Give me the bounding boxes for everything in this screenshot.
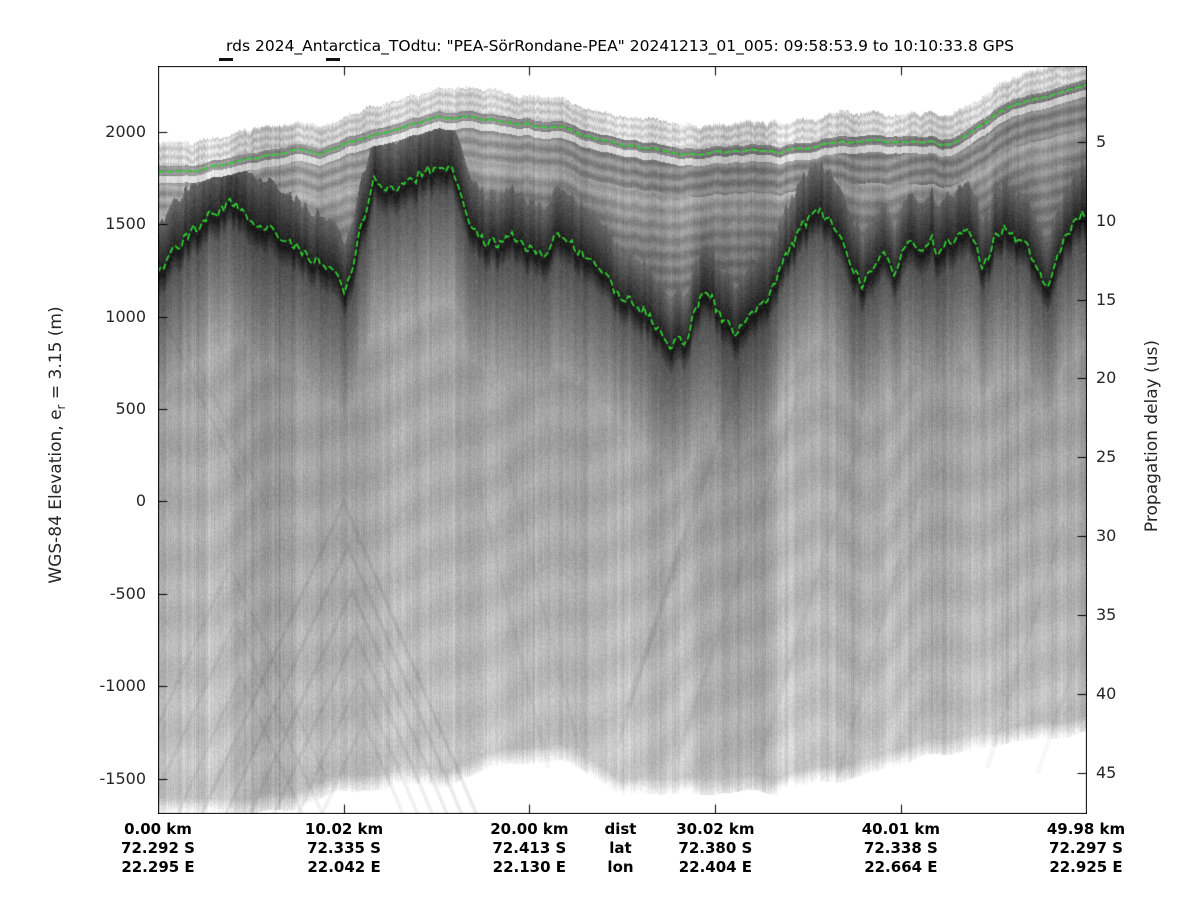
frame-marker xyxy=(219,58,233,61)
delay-tick-label: 40 xyxy=(1096,684,1117,704)
elevation-tick-label: 500 xyxy=(115,399,146,419)
x-axis-dist-label: 10.02 km xyxy=(304,820,384,838)
x-axis-row-header-dist: dist xyxy=(604,820,637,838)
x-axis-lon-label: 22.130 E xyxy=(492,858,567,876)
delay-tick-label: 35 xyxy=(1096,605,1117,625)
x-axis-lat-label: 72.297 S xyxy=(1049,839,1123,857)
elevation-tick-label: 2000 xyxy=(105,121,146,141)
x-axis-dist-label: 0.00 km xyxy=(124,820,192,838)
x-axis-dist-label: 20.00 km xyxy=(490,820,569,838)
x-axis-lon-label: 22.664 E xyxy=(864,858,938,876)
x-axis-lat-label: 72.413 S xyxy=(492,839,567,857)
delay-tick-label: 45 xyxy=(1096,762,1117,782)
x-axis-lat-label: 72.380 S xyxy=(678,839,753,857)
x-axis-row-header-lat: lat xyxy=(609,839,632,857)
delay-tick-label: 20 xyxy=(1096,368,1117,388)
x-axis-lat-label: 72.338 S xyxy=(863,839,938,857)
x-axis-lon-label: 22.042 E xyxy=(307,858,381,876)
x-axis-lon-label: 22.925 E xyxy=(1049,858,1123,876)
delay-tick-label: 5 xyxy=(1096,131,1107,151)
x-axis-row-header-lon: lon xyxy=(607,858,634,876)
elevation-tick-label: -1500 xyxy=(99,768,147,788)
elevation-tick-label: 1500 xyxy=(105,214,146,234)
delay-tick-label: 10 xyxy=(1096,210,1117,230)
x-axis-lon-label: 22.295 E xyxy=(121,858,195,876)
frame-marker xyxy=(326,58,340,61)
x-axis-dist-label: 30.02 km xyxy=(676,820,755,838)
elevation-tick-label: 1000 xyxy=(105,306,146,326)
x-axis-lon-label: 22.404 E xyxy=(678,858,753,876)
y-axis-label-propagation-delay: Propagation delay (us) xyxy=(1142,339,1162,533)
echogram-canvas xyxy=(158,66,1087,814)
x-axis-lat-label: 72.292 S xyxy=(121,839,195,857)
x-axis-dist-label: 49.98 km xyxy=(1046,820,1126,838)
x-axis-dist-label: 40.01 km xyxy=(861,820,941,838)
delay-tick-label: 30 xyxy=(1096,526,1117,546)
delay-tick-label: 25 xyxy=(1096,447,1117,467)
x-axis-lat-label: 72.335 S xyxy=(307,839,381,857)
figure-title: rds 2024_Antarctica_TOdtu: "PEA-SörRonda… xyxy=(226,37,1014,55)
elevation-tick-label: -500 xyxy=(109,583,146,603)
delay-tick-label: 15 xyxy=(1096,289,1117,309)
elevation-tick-label: 0 xyxy=(135,491,146,511)
elevation-tick-label: -1000 xyxy=(99,676,147,696)
